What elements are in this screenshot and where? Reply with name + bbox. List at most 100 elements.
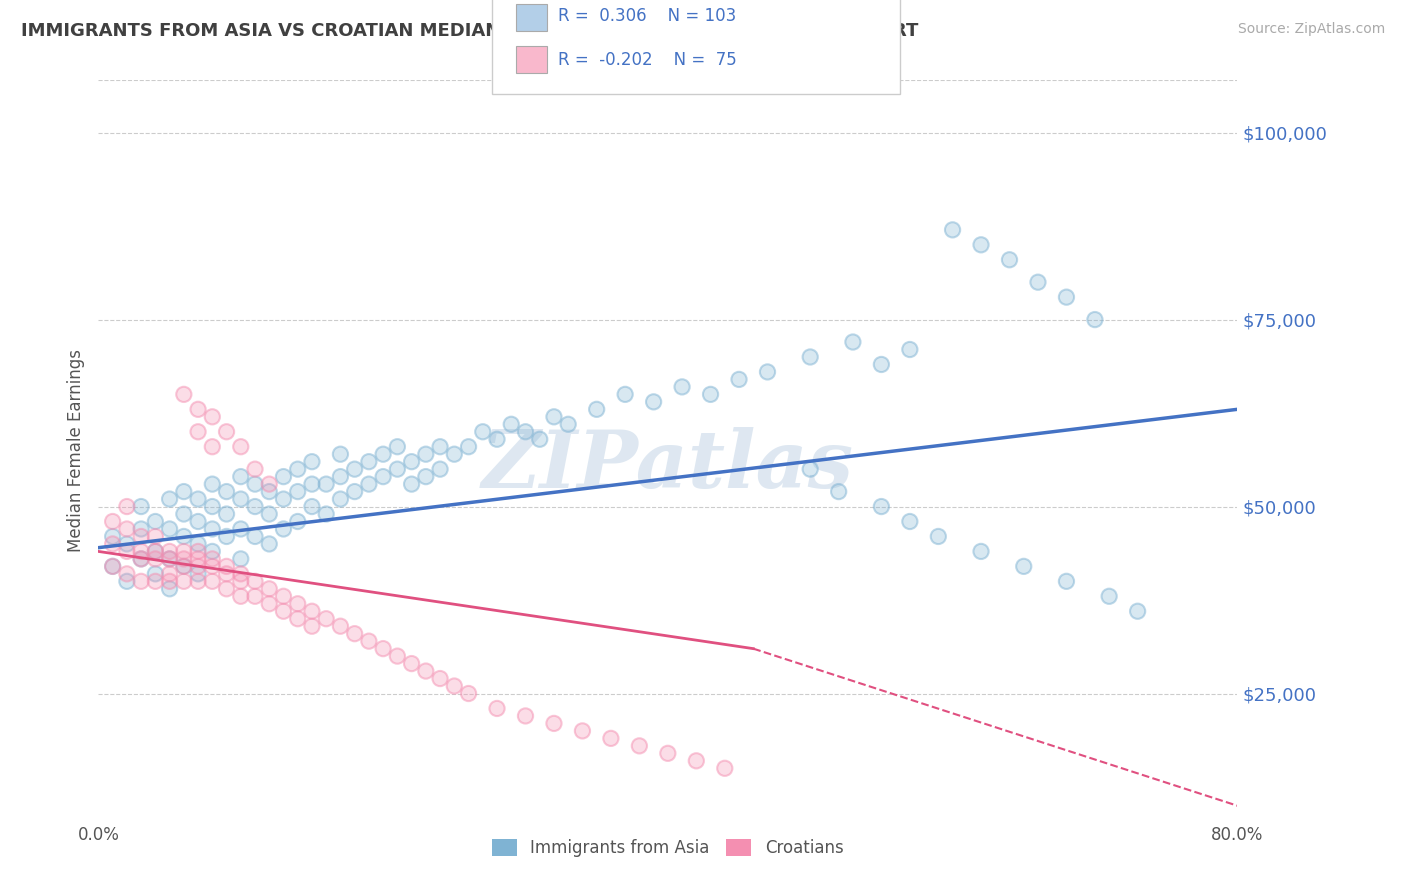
Point [357, 477, 380, 491]
Point [585, 402, 607, 417]
Point [145, 574, 167, 589]
Point [201, 440, 224, 454]
Point [145, 566, 167, 581]
Point [129, 544, 152, 558]
Point [1056, 574, 1078, 589]
Point [998, 252, 1021, 267]
Point [115, 522, 138, 536]
Point [301, 500, 323, 514]
Point [870, 358, 893, 372]
Point [387, 462, 409, 476]
Point [173, 544, 195, 558]
Point [243, 500, 266, 514]
Point [243, 529, 266, 543]
Point [870, 358, 893, 372]
Point [129, 500, 152, 514]
Point [259, 582, 281, 596]
Point [942, 223, 965, 237]
Point [387, 649, 409, 664]
Point [201, 440, 224, 454]
Point [159, 522, 181, 536]
Point [215, 529, 238, 543]
Point [273, 522, 295, 536]
Point [129, 574, 152, 589]
Point [159, 566, 181, 581]
Point [215, 559, 238, 574]
Point [728, 372, 751, 386]
Point [145, 574, 167, 589]
Point [201, 552, 224, 566]
Point [201, 559, 224, 574]
Point [273, 491, 295, 506]
Point [187, 515, 209, 529]
Point [329, 469, 352, 483]
Point [600, 731, 623, 746]
Point [1126, 604, 1149, 618]
Point [129, 500, 152, 514]
Point [145, 515, 167, 529]
Point [115, 522, 138, 536]
Point [1026, 275, 1049, 289]
Point [898, 515, 921, 529]
Point [543, 409, 565, 424]
Point [215, 425, 238, 439]
Point [129, 529, 152, 543]
Point [129, 522, 152, 536]
Point [187, 552, 209, 566]
Point [101, 537, 124, 551]
Point [415, 469, 437, 483]
Y-axis label: Median Female Earnings: Median Female Earnings [66, 349, 84, 552]
Point [159, 582, 181, 596]
Point [159, 552, 181, 566]
Point [187, 574, 209, 589]
Point [657, 747, 679, 761]
Point [101, 515, 124, 529]
Point [101, 515, 124, 529]
Point [159, 522, 181, 536]
Point [145, 566, 167, 581]
Point [229, 574, 252, 589]
Point [145, 544, 167, 558]
Point [671, 380, 693, 394]
Point [501, 417, 523, 432]
Point [543, 716, 565, 731]
Point [387, 440, 409, 454]
Point [543, 409, 565, 424]
Point [101, 529, 124, 543]
Point [571, 723, 593, 738]
Point [1012, 559, 1035, 574]
Point [329, 447, 352, 461]
Point [129, 522, 152, 536]
Point [229, 440, 252, 454]
Point [1056, 574, 1078, 589]
Point [301, 619, 323, 633]
Point [799, 462, 821, 476]
Point [898, 343, 921, 357]
Point [343, 484, 366, 499]
Point [101, 529, 124, 543]
Point [429, 672, 451, 686]
Point [415, 447, 437, 461]
Point [229, 491, 252, 506]
Point [273, 491, 295, 506]
Point [387, 649, 409, 664]
Text: Source: ZipAtlas.com: Source: ZipAtlas.com [1237, 22, 1385, 37]
Point [457, 686, 479, 700]
Point [557, 417, 579, 432]
Point [187, 515, 209, 529]
Point [201, 574, 224, 589]
Point [159, 544, 181, 558]
Point [1056, 290, 1078, 304]
Point [201, 522, 224, 536]
Point [215, 566, 238, 581]
Point [201, 552, 224, 566]
Point [315, 612, 337, 626]
Point [215, 566, 238, 581]
Point [401, 455, 423, 469]
Point [145, 544, 167, 558]
Point [329, 491, 352, 506]
Point [187, 544, 209, 558]
Point [187, 552, 209, 566]
Point [685, 754, 707, 768]
Point [1056, 290, 1078, 304]
